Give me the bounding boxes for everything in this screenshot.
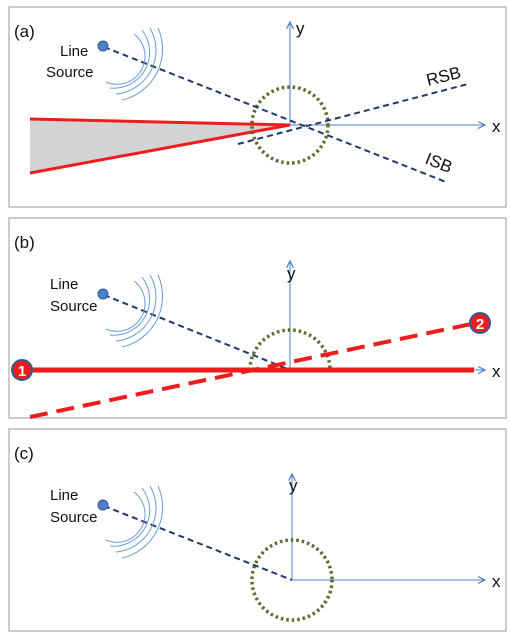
marker-2 bbox=[469, 312, 491, 334]
source-label-line2: Source bbox=[50, 509, 98, 526]
x-axis-label: x bbox=[492, 572, 501, 591]
x-axis-label: x bbox=[492, 117, 501, 136]
incident-ray bbox=[103, 505, 293, 581]
wave-arcs bbox=[105, 485, 164, 559]
dotted-semicircle bbox=[248, 328, 332, 371]
source-label-line2: Source bbox=[50, 298, 98, 315]
panel-c: (c) Line Source y x bbox=[0, 428, 510, 632]
panel-a: (a) Line Source y x RSB ISB bbox=[0, 6, 510, 210]
source-label-line1: Line bbox=[50, 487, 78, 504]
red-boundary-upper bbox=[29, 117, 291, 127]
panel-b-svg: 1 2 (b) Line Source y x bbox=[8, 217, 507, 419]
wave-arcs bbox=[105, 27, 164, 101]
red-boundary-lower bbox=[29, 123, 291, 175]
panel-c-svg: (c) Line Source y x bbox=[8, 428, 507, 632]
panel-label: (b) bbox=[14, 233, 35, 252]
isb-label: ISB bbox=[423, 149, 456, 177]
panel-frame bbox=[8, 428, 507, 632]
panel-label: (c) bbox=[14, 444, 34, 463]
wave-arcs bbox=[105, 274, 164, 348]
line-source-dot bbox=[97, 499, 109, 511]
incident-ray bbox=[103, 294, 291, 371]
panel-a-svg: (a) Line Source y x RSB ISB bbox=[8, 6, 507, 208]
panel-frame bbox=[8, 217, 507, 419]
source-label-line2: Source bbox=[46, 64, 94, 81]
y-axis-label: y bbox=[287, 264, 296, 283]
dotted-circle bbox=[250, 538, 334, 622]
dotted-circle bbox=[250, 85, 330, 165]
panel-label: (a) bbox=[14, 22, 35, 41]
y-axis-label: y bbox=[296, 19, 305, 38]
marker-1 bbox=[11, 359, 33, 381]
marker-1-label: 1 bbox=[18, 363, 26, 380]
source-label-line1: Line bbox=[50, 276, 78, 293]
panel-b: 1 2 (b) Line Source y x bbox=[0, 217, 510, 421]
rsb-label: RSB bbox=[424, 63, 463, 90]
line-source-dot bbox=[97, 40, 109, 52]
panel-frame bbox=[8, 6, 507, 208]
line-source-dot bbox=[97, 288, 109, 300]
x-axis-label: x bbox=[492, 362, 501, 381]
red-dashed-line-2 bbox=[29, 321, 477, 419]
isb-ray bbox=[103, 46, 447, 183]
marker-2-label: 2 bbox=[476, 316, 484, 333]
source-label-line1: Line bbox=[60, 43, 88, 60]
y-axis-label: y bbox=[289, 476, 298, 495]
